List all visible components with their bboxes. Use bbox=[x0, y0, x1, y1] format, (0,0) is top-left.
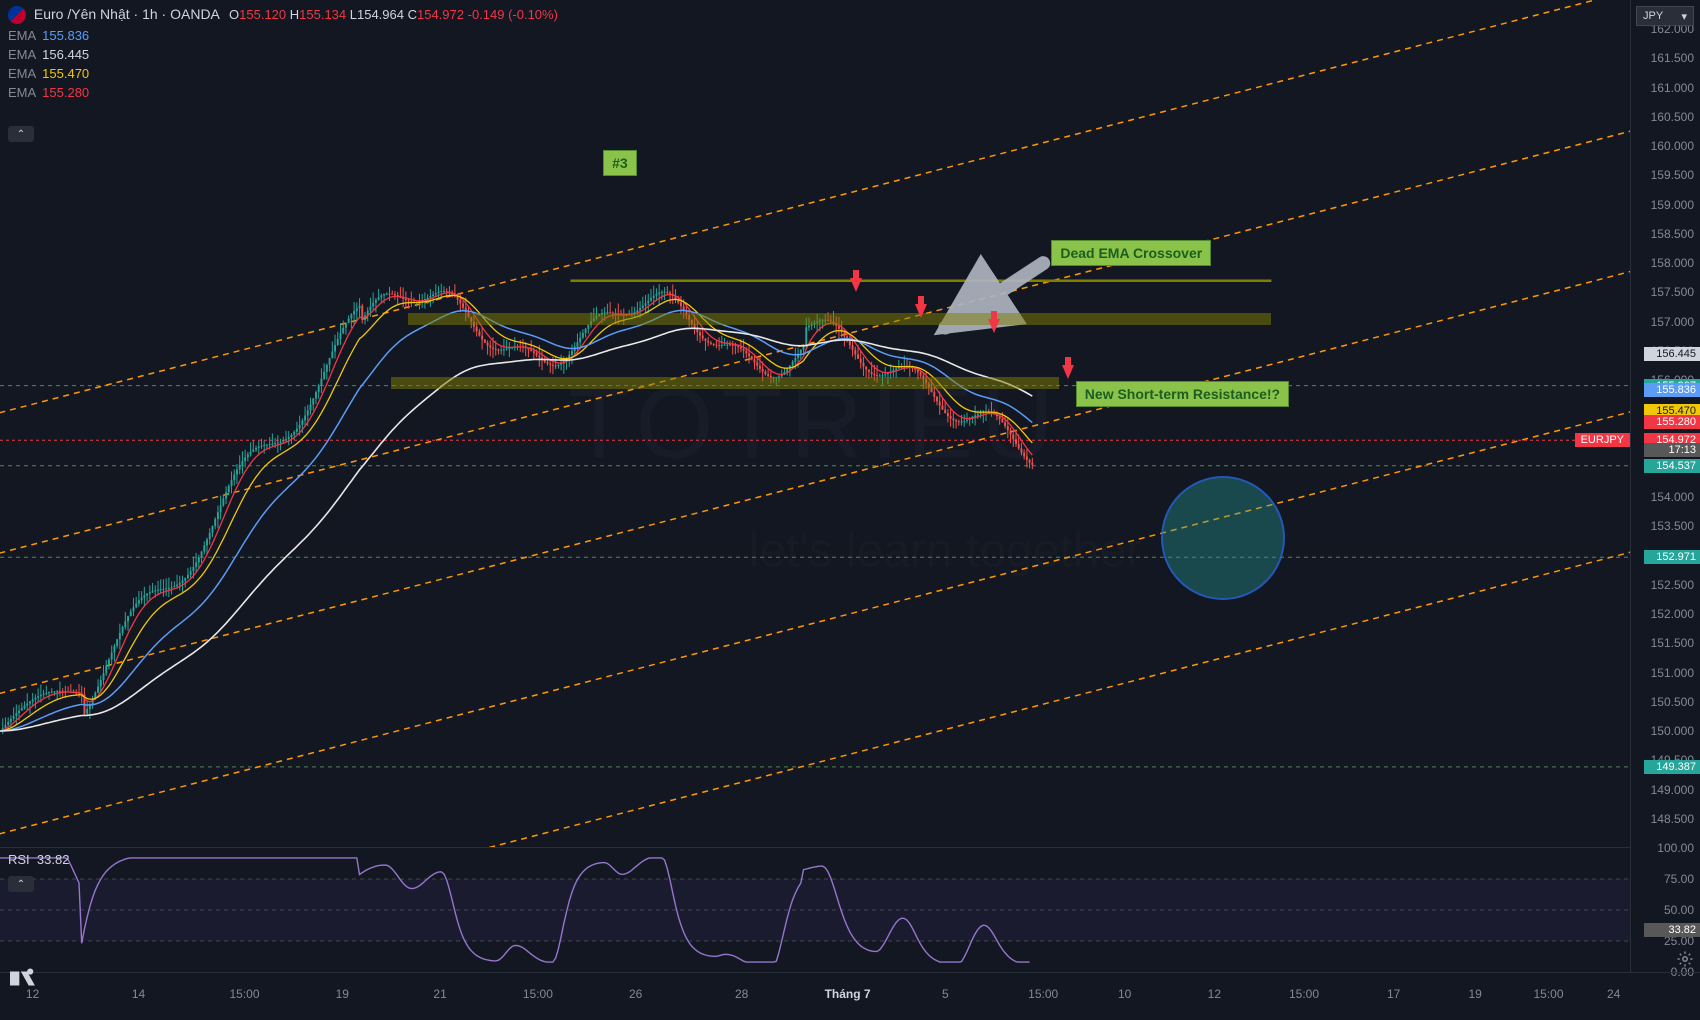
ema-legend-item: EMA156.445 bbox=[8, 47, 89, 62]
time-tick: 5 bbox=[942, 987, 949, 1001]
collapse-rsi-icon[interactable]: ⌃ bbox=[8, 876, 34, 892]
rsi-current-badge: 33.82 bbox=[1644, 923, 1700, 937]
price-tick: 153.500 bbox=[1651, 519, 1694, 533]
price-tick: 159.500 bbox=[1651, 168, 1694, 182]
price-tick: 151.000 bbox=[1651, 666, 1694, 680]
price-tick: 148.500 bbox=[1651, 812, 1694, 826]
pair-icon bbox=[8, 6, 26, 24]
time-tick: 19 bbox=[1468, 987, 1481, 1001]
annotation-resistance: New Short-term Resistance!? bbox=[1076, 381, 1289, 407]
time-tick: 24 bbox=[1607, 987, 1620, 1001]
price-badge: 154.537 bbox=[1644, 459, 1700, 473]
price-badge: 152.971 bbox=[1644, 550, 1700, 564]
price-tick: 161.500 bbox=[1651, 51, 1694, 65]
time-tick: 15:00 bbox=[1289, 987, 1319, 1001]
price-badge: 17:13 bbox=[1644, 443, 1700, 457]
time-tick: 12 bbox=[26, 987, 39, 1001]
price-tick: 154.000 bbox=[1651, 490, 1694, 504]
ohlc-readout: O155.120 H155.134 L154.964 C154.972 -0.1… bbox=[229, 7, 558, 22]
time-tick: 15:00 bbox=[1533, 987, 1563, 1001]
collapse-indicators-icon[interactable]: ⌃ bbox=[8, 126, 34, 142]
price-tick: 159.000 bbox=[1651, 198, 1694, 212]
annotation-tag: #3 bbox=[603, 150, 637, 176]
annotation-dead-cross: Dead EMA Crossover bbox=[1051, 240, 1211, 266]
time-tick: 14 bbox=[132, 987, 145, 1001]
price-tick: 151.500 bbox=[1651, 636, 1694, 650]
time-tick: 15:00 bbox=[1028, 987, 1058, 1001]
price-badge: 149.387 bbox=[1644, 760, 1700, 774]
watermark-sub: let's learn together bbox=[749, 524, 1142, 579]
currency-label: JPY bbox=[1643, 10, 1663, 22]
price-badge: 155.280 bbox=[1644, 415, 1700, 429]
time-tick: 26 bbox=[629, 987, 642, 1001]
ema-legend-item: EMA155.836 bbox=[8, 28, 89, 43]
time-tick: 21 bbox=[433, 987, 446, 1001]
rsi-canvas[interactable] bbox=[0, 848, 1630, 972]
time-tick: 15:00 bbox=[523, 987, 553, 1001]
price-tick: 150.000 bbox=[1651, 724, 1694, 738]
currency-select[interactable]: JPY ▾ bbox=[1636, 6, 1694, 26]
indicator-legend: EMA155.836 EMA156.445 EMA155.470 EMA155.280 bbox=[8, 28, 89, 104]
time-tick: Tháng 7 bbox=[825, 987, 871, 1001]
rsi-tick: 100.00 bbox=[1657, 841, 1694, 855]
time-tick: 17 bbox=[1387, 987, 1400, 1001]
symbol-header: Euro /Yên Nhật · 1h · OANDA O155.120 H15… bbox=[8, 6, 558, 24]
price-tick: 149.000 bbox=[1651, 783, 1694, 797]
signal-arrow-icon bbox=[850, 278, 862, 292]
signal-arrow-icon bbox=[1062, 365, 1074, 379]
settings-icon[interactable] bbox=[1676, 950, 1694, 968]
price-tick: 160.500 bbox=[1651, 110, 1694, 124]
price-tick: 152.000 bbox=[1651, 607, 1694, 621]
price-tick: 161.000 bbox=[1651, 81, 1694, 95]
ema-legend-item: EMA155.470 bbox=[8, 66, 89, 81]
price-badge: 155.836 bbox=[1644, 383, 1700, 397]
price-tick: 158.500 bbox=[1651, 227, 1694, 241]
price-badge: 156.445 bbox=[1644, 347, 1700, 361]
price-axis[interactable]: 148.500149.000149.500150.000150.500151.0… bbox=[1630, 0, 1700, 848]
price-tick: 157.500 bbox=[1651, 285, 1694, 299]
rsi-legend: RSI 33.82 bbox=[8, 852, 69, 867]
rsi-tick: 50.00 bbox=[1664, 903, 1694, 917]
price-tick: 158.000 bbox=[1651, 256, 1694, 270]
time-tick: 10 bbox=[1118, 987, 1131, 1001]
time-tick: 15:00 bbox=[229, 987, 259, 1001]
symbol-name[interactable]: Euro /Yên Nhật · 1h · OANDA bbox=[34, 6, 219, 22]
time-tick: 19 bbox=[336, 987, 349, 1001]
support-zone bbox=[391, 377, 1059, 389]
time-tick: 12 bbox=[1208, 987, 1221, 1001]
signal-arrow-icon bbox=[988, 319, 1000, 333]
support-zone bbox=[408, 313, 1272, 325]
rsi-panel[interactable] bbox=[0, 848, 1630, 972]
ema-legend-item: EMA155.280 bbox=[8, 85, 89, 100]
signal-arrow-icon bbox=[915, 304, 927, 318]
time-axis[interactable]: 12 14 15:00 19 21 15:00 26 28 Tháng 7 5 15:00 10 12 1… bbox=[0, 972, 1700, 1020]
chevron-down-icon: ▾ bbox=[1681, 10, 1687, 23]
target-zone bbox=[1161, 476, 1285, 600]
price-tick: 157.000 bbox=[1651, 315, 1694, 329]
main-chart[interactable]: TOTRIEU let's learn together #3Dead EMA … bbox=[0, 0, 1630, 848]
price-tick: 150.500 bbox=[1651, 695, 1694, 709]
price-tick: 152.500 bbox=[1651, 578, 1694, 592]
time-tick: 28 bbox=[735, 987, 748, 1001]
rsi-tick: 75.00 bbox=[1664, 872, 1694, 886]
price-tick: 160.000 bbox=[1651, 139, 1694, 153]
symbol-badge: EURJPY bbox=[1575, 433, 1630, 447]
